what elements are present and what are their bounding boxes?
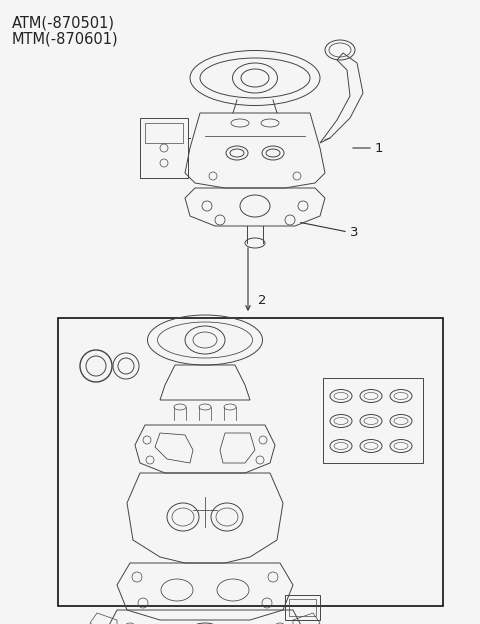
Bar xyxy=(58,318,443,606)
Bar xyxy=(145,123,183,143)
Bar xyxy=(285,595,320,620)
Text: 3: 3 xyxy=(350,225,359,238)
Text: MTM(-870601): MTM(-870601) xyxy=(12,32,119,47)
Text: 2: 2 xyxy=(258,294,266,307)
Bar xyxy=(289,599,316,616)
Bar xyxy=(323,378,423,463)
Text: 1: 1 xyxy=(375,142,384,155)
Bar xyxy=(140,118,188,178)
Text: ATM(-870501): ATM(-870501) xyxy=(12,15,115,30)
